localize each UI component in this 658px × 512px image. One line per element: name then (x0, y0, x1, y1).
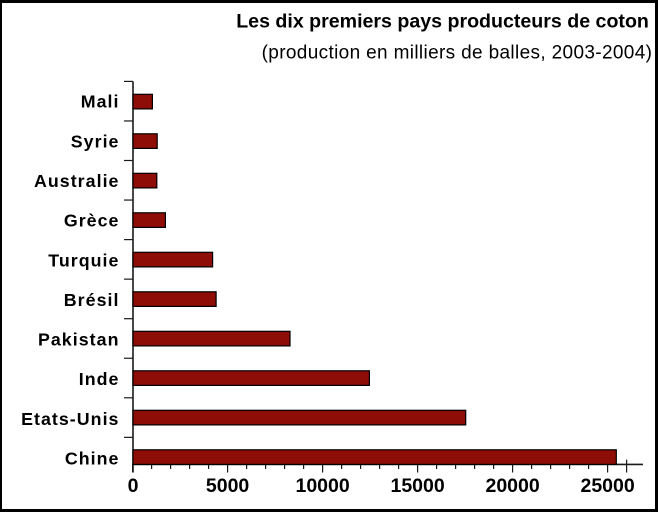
svg-text:Australie: Australie (34, 171, 120, 191)
svg-text:Chine: Chine (65, 449, 120, 469)
svg-text:Turquie: Turquie (48, 250, 119, 270)
svg-text:0: 0 (128, 475, 139, 497)
svg-text:5000: 5000 (206, 475, 250, 497)
svg-text:20000: 20000 (485, 475, 539, 497)
svg-text:(production en milliers de bal: (production en milliers de balles, 2003-… (262, 42, 653, 63)
svg-text:Inde: Inde (79, 369, 120, 389)
svg-text:Syrie: Syrie (71, 131, 120, 151)
svg-text:Brésil: Brésil (64, 290, 120, 310)
svg-text:Pakistan: Pakistan (38, 330, 120, 350)
svg-text:25000: 25000 (580, 475, 634, 497)
svg-text:Les dix premiers pays producte: Les dix premiers pays producteurs de cot… (236, 10, 649, 32)
svg-text:10000: 10000 (295, 475, 349, 497)
svg-text:Etats-Unis: Etats-Unis (21, 409, 119, 429)
svg-text:Mali: Mali (81, 92, 120, 112)
svg-text:Grèce: Grèce (64, 211, 120, 231)
svg-text:15000: 15000 (390, 475, 444, 497)
